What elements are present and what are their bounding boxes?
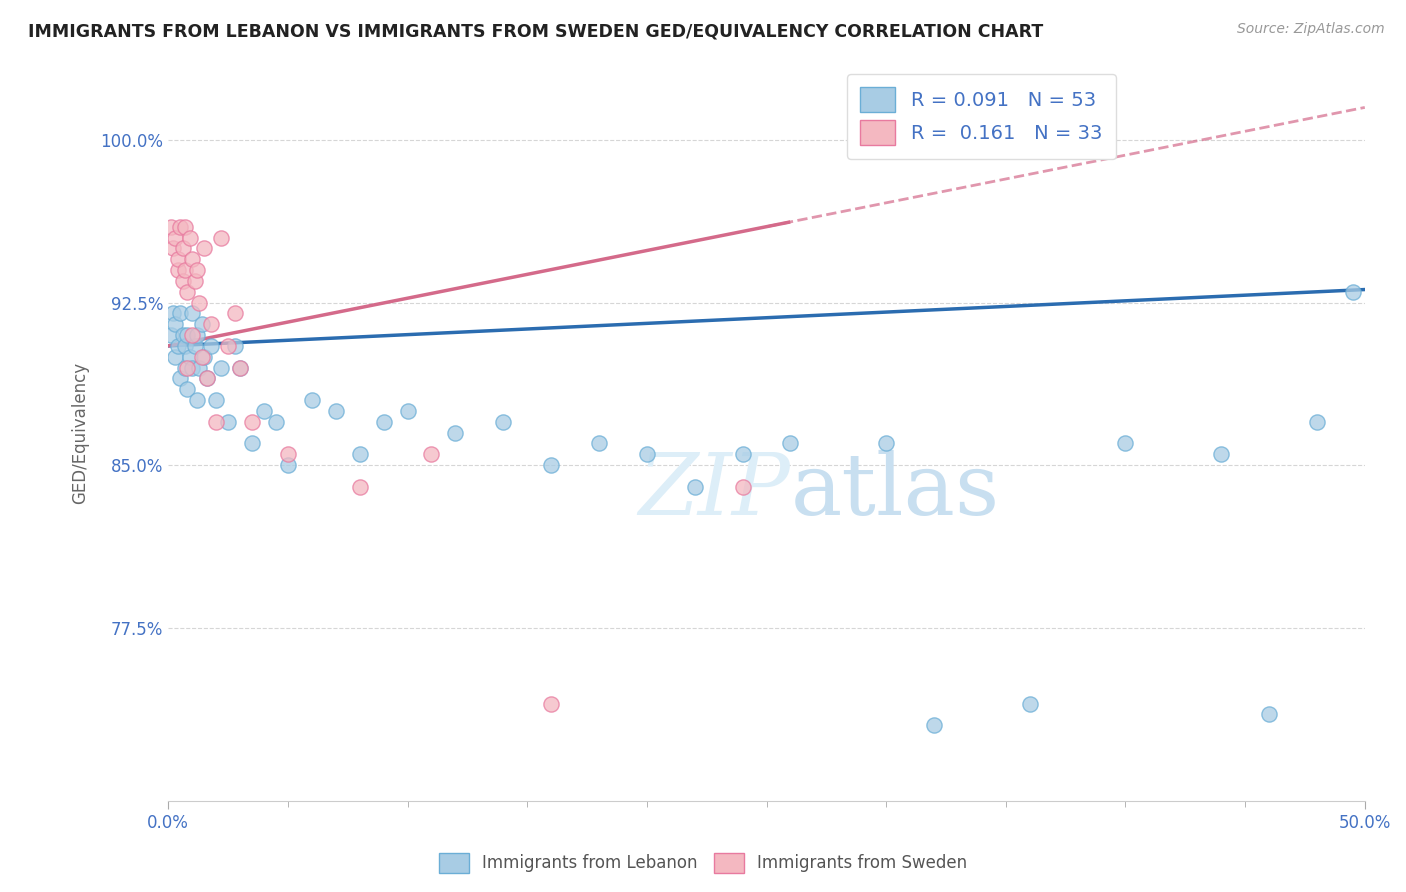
Point [224, 306, 246, 320]
Point [181, 306, 204, 320]
Point [301, 393, 323, 408]
Text: ZIP: ZIP [638, 450, 790, 533]
Point [159, 328, 181, 343]
Point [349, 480, 371, 494]
Point [174, 360, 197, 375]
Legend: R = 0.091   N = 53, R =  0.161   N = 33: R = 0.091 N = 53, R = 0.161 N = 33 [846, 74, 1116, 159]
Point [277, 447, 299, 461]
Point [165, 317, 187, 331]
Point [540, 697, 562, 711]
Point [540, 458, 562, 472]
Point [373, 415, 395, 429]
Point [169, 219, 191, 234]
Point [174, 263, 197, 277]
Point [181, 252, 204, 267]
Point [166, 263, 188, 277]
Point [264, 415, 287, 429]
Point [1211, 447, 1233, 461]
Point [186, 393, 208, 408]
Point [420, 447, 443, 461]
Point [174, 339, 197, 353]
Point [193, 350, 215, 364]
Point [229, 360, 252, 375]
Point [1258, 707, 1281, 722]
Point [186, 328, 208, 343]
Point [492, 415, 515, 429]
Point [186, 263, 208, 277]
Point [172, 274, 194, 288]
Point [166, 252, 188, 267]
Point [1114, 436, 1136, 450]
Point [922, 718, 945, 732]
Point [205, 393, 228, 408]
Point [195, 371, 218, 385]
Point [190, 317, 212, 331]
Legend: Immigrants from Lebanon, Immigrants from Sweden: Immigrants from Lebanon, Immigrants from… [432, 847, 974, 880]
Point [636, 447, 658, 461]
Point [209, 230, 232, 244]
Point [165, 230, 187, 244]
Point [181, 328, 204, 343]
Point [181, 360, 204, 375]
Point [875, 436, 897, 450]
Point [349, 447, 371, 461]
Point [200, 317, 222, 331]
Point [166, 339, 188, 353]
Point [253, 404, 276, 418]
Point [162, 306, 184, 320]
Point [193, 241, 215, 255]
Point [188, 360, 211, 375]
Point [176, 360, 198, 375]
Point [224, 339, 246, 353]
Point [174, 219, 197, 234]
Point [205, 415, 228, 429]
Text: atlas: atlas [790, 450, 1000, 533]
Point [195, 371, 218, 385]
Point [396, 404, 419, 418]
Point [165, 350, 187, 364]
Point [190, 350, 212, 364]
Point [200, 339, 222, 353]
Point [159, 219, 181, 234]
Point [209, 360, 232, 375]
Point [240, 415, 263, 429]
Point [240, 436, 263, 450]
Point [325, 404, 347, 418]
Y-axis label: GED/Equivalency: GED/Equivalency [72, 361, 89, 504]
Point [731, 480, 754, 494]
Point [183, 274, 205, 288]
Point [176, 382, 198, 396]
Point [277, 458, 299, 472]
Point [229, 360, 252, 375]
Point [217, 339, 239, 353]
Point [176, 285, 198, 299]
Text: Source: ZipAtlas.com: Source: ZipAtlas.com [1237, 22, 1385, 37]
Point [1341, 285, 1364, 299]
Point [162, 241, 184, 255]
Point [779, 436, 801, 450]
Point [588, 436, 610, 450]
Point [179, 350, 201, 364]
Point [172, 328, 194, 343]
Point [444, 425, 467, 440]
Point [172, 241, 194, 255]
Point [683, 480, 706, 494]
Point [169, 306, 191, 320]
Point [188, 295, 211, 310]
Point [1306, 415, 1329, 429]
Point [183, 339, 205, 353]
Point [731, 447, 754, 461]
Text: IMMIGRANTS FROM LEBANON VS IMMIGRANTS FROM SWEDEN GED/EQUIVALENCY CORRELATION CH: IMMIGRANTS FROM LEBANON VS IMMIGRANTS FR… [28, 22, 1043, 40]
Point [176, 328, 198, 343]
Point [1018, 697, 1040, 711]
Point [217, 415, 239, 429]
Point [179, 230, 201, 244]
Point [169, 371, 191, 385]
